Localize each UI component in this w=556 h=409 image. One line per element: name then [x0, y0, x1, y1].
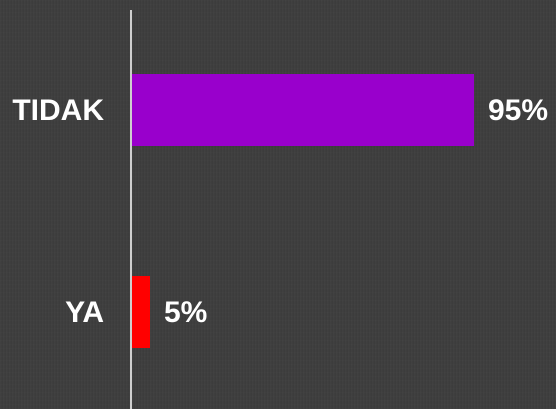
category-label-tidak: TIDAK: [12, 94, 104, 127]
value-label-ya: 5%: [164, 296, 207, 329]
category-label-ya: YA: [65, 296, 104, 329]
bar-group: TIDAK 95% YA 5%: [12, 74, 548, 348]
value-label-tidak: 95%: [488, 94, 548, 127]
bar-ya: [132, 276, 150, 348]
bar-tidak: [132, 74, 474, 146]
